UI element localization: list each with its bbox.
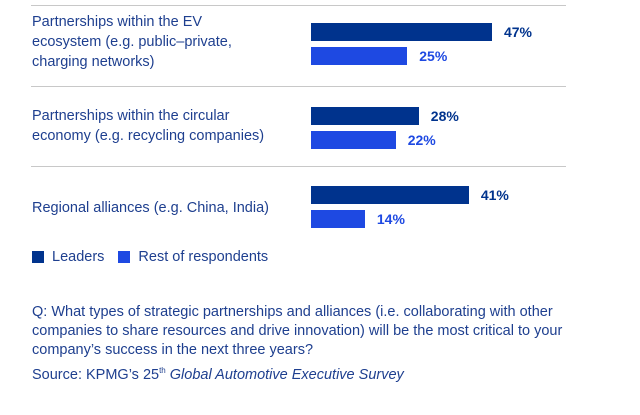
source-superscript: th <box>159 366 166 375</box>
category-label-line: economy (e.g. recycling companies) <box>32 128 265 144</box>
separator-line <box>31 86 566 87</box>
survey-question: Q: What types of strategic partnerships … <box>32 304 563 358</box>
bar-value-label: 25% <box>419 48 448 64</box>
category-label: Partnerships within the circular economy… <box>32 106 264 146</box>
bar-leaders-0 <box>311 23 492 41</box>
bar-value-label: 28% <box>430 108 459 124</box>
bar-value-label: 47% <box>503 24 532 40</box>
bar-rest-1 <box>311 131 396 149</box>
category-label-line: Partnerships within the EV <box>32 14 203 30</box>
bar-leaders-2 <box>311 186 469 204</box>
source-note: Source: KPMG’s 25th Global Automotive Ex… <box>32 366 404 383</box>
bar-rest-0 <box>311 47 408 65</box>
bar-leaders-1 <box>311 107 419 125</box>
source-title: Global Automotive Executive Survey <box>169 366 404 383</box>
legend: Leaders Rest of respondents <box>32 249 282 265</box>
category-label-line: Partnerships within the circular <box>32 108 230 124</box>
legend-label: Rest of respondents <box>138 249 269 265</box>
bar-rest-2 <box>311 210 365 228</box>
bar-value-label: 14% <box>376 211 405 227</box>
bar-value-label: 22% <box>407 132 436 148</box>
category-label: Partnerships within the EV ecosystem (e.… <box>32 12 232 72</box>
category-label-line: Regional alliances (e.g. China, India) <box>32 200 269 216</box>
legend-swatch-rest <box>118 251 131 263</box>
bar-value-label: 41% <box>480 187 509 203</box>
legend-swatch-leaders <box>32 251 44 263</box>
separator-line <box>31 166 566 167</box>
category-label-line: ecosystem (e.g. public–private, <box>32 34 232 50</box>
legend-label: Leaders <box>52 249 105 265</box>
legend-item-rest: Rest of respondents <box>118 249 268 265</box>
category-label: Regional alliances (e.g. China, India) <box>32 198 269 218</box>
legend-item-leaders: Leaders <box>32 249 104 265</box>
separator-line <box>31 5 566 6</box>
source-prefix: Source: KPMG’s 25 <box>32 366 160 383</box>
category-label-line: charging networks) <box>32 54 155 70</box>
